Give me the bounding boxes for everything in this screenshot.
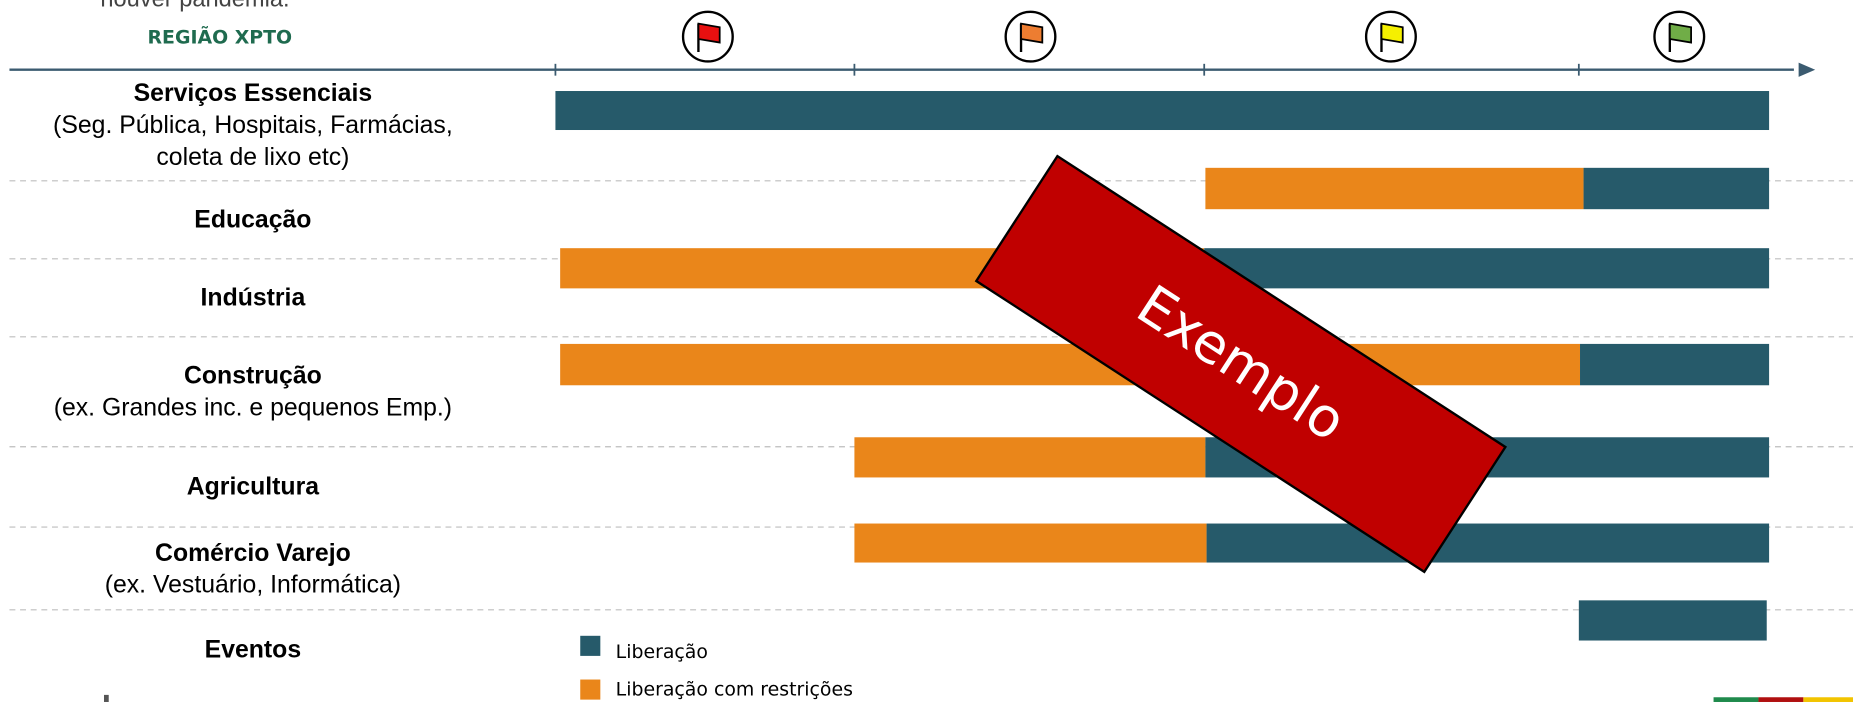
row-title: Agricultura bbox=[187, 474, 319, 501]
row-title: Eventos bbox=[205, 637, 301, 664]
row-title: Construção bbox=[184, 363, 322, 390]
legend-swatch bbox=[580, 679, 601, 700]
row-detail: coleta de lixo etc) bbox=[156, 144, 349, 171]
row-title: Comércio Varejo bbox=[155, 540, 351, 567]
footer-stripe bbox=[1758, 697, 1804, 702]
footer-stripe bbox=[1713, 697, 1759, 702]
bar-restricted bbox=[1205, 167, 1584, 210]
bar-restricted bbox=[854, 523, 1207, 563]
bar-liberation bbox=[1206, 523, 1770, 563]
bar-restricted bbox=[854, 437, 1206, 478]
bar-liberation bbox=[1204, 248, 1770, 289]
axis-arrow bbox=[1798, 62, 1816, 77]
note-fragment: houver pandemia. bbox=[100, 0, 289, 12]
axis-ticks bbox=[554, 63, 1580, 76]
legend-label: Liberação bbox=[616, 641, 708, 663]
bars bbox=[555, 91, 1770, 641]
legend-label: Liberação com restrições bbox=[616, 679, 853, 701]
phase-flags bbox=[681, 10, 1706, 63]
legend-swatch bbox=[580, 635, 601, 656]
bar-liberation bbox=[1580, 343, 1770, 386]
region-title: REGIÃO XPTO bbox=[148, 24, 293, 48]
bar-liberation bbox=[555, 91, 1770, 131]
row-detail: (ex. Vestuário, Informática) bbox=[105, 572, 401, 599]
row-title: Indústria bbox=[201, 285, 306, 312]
footer-mark bbox=[103, 694, 109, 702]
bar-liberation bbox=[1583, 167, 1770, 210]
row-title: Educação bbox=[194, 207, 311, 234]
bar-restricted bbox=[560, 343, 1581, 386]
row-title: Serviços Essenciais bbox=[134, 80, 372, 107]
bar-liberation bbox=[1578, 600, 1767, 641]
row-detail: (Seg. Pública, Hospitais, Farmácias, bbox=[53, 112, 453, 139]
footer-stripe bbox=[1803, 697, 1853, 702]
row-detail: (ex. Grandes inc. e pequenos Emp.) bbox=[54, 394, 452, 421]
